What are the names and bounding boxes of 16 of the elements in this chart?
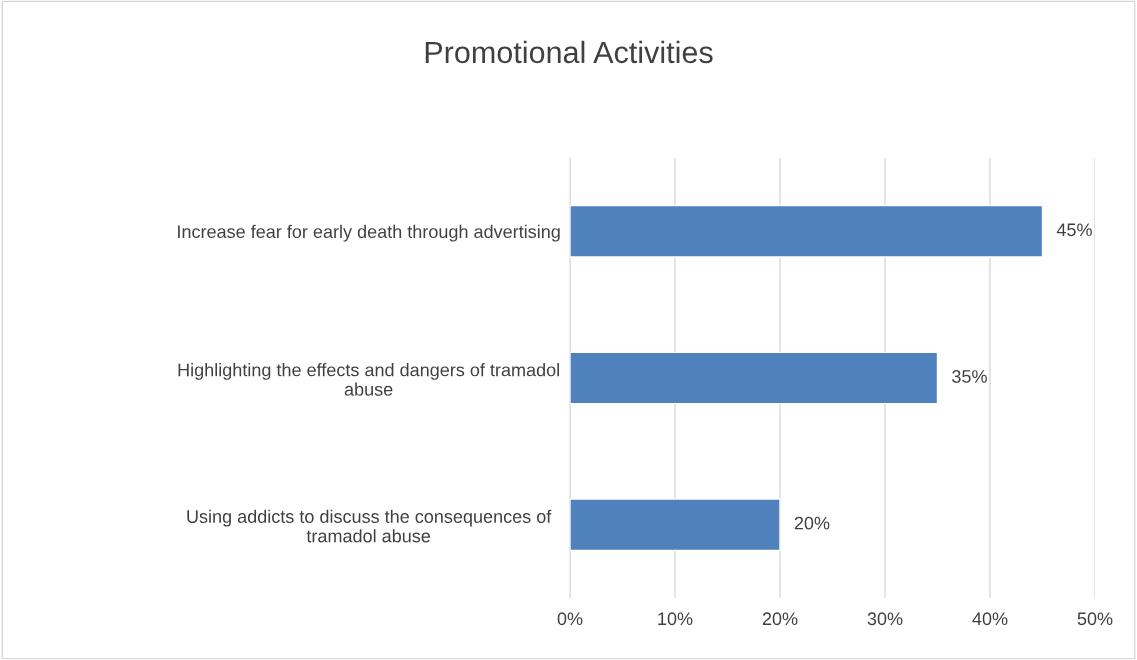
- y-tick-label: Highlighting the effects and dangers of tramadol abuse: [178, 363, 559, 396]
- bar: [570, 351, 939, 405]
- data-label: 20%: [794, 516, 830, 530]
- x-tick-label: 40%: [972, 612, 1008, 626]
- bar: [570, 498, 781, 552]
- x-tick-label: 30%: [867, 612, 903, 626]
- x-tick-label: 50%: [1077, 612, 1113, 626]
- bar: [570, 204, 1044, 258]
- data-label: 35%: [952, 370, 987, 383]
- chart-title: Promotional Activities: [425, 40, 713, 64]
- y-tick-label: Using addicts to discuss the consequences of tramadol abuse: [187, 509, 552, 543]
- x-tick-label: 20%: [762, 612, 798, 626]
- data-label: 45%: [1056, 223, 1092, 237]
- x-tick-label: 0%: [557, 612, 583, 626]
- y-tick-label: Increase fear for early death through advertising: [178, 224, 560, 242]
- x-tick-label: 10%: [658, 612, 693, 626]
